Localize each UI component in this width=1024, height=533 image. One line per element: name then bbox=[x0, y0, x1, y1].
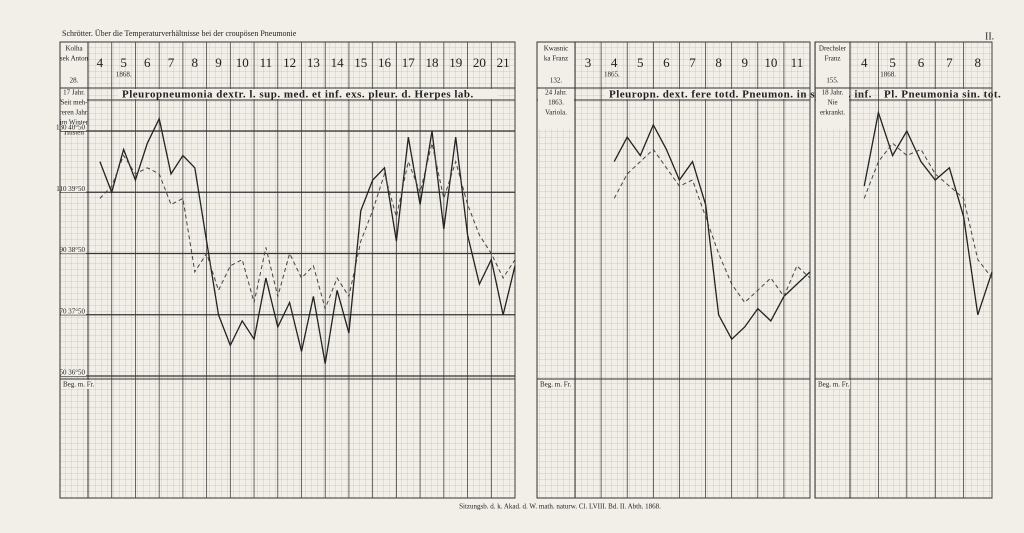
day-label: 15 bbox=[354, 55, 367, 70]
day-label: 11 bbox=[791, 55, 804, 70]
patient-label: 28. bbox=[70, 77, 79, 85]
day-label: 5 bbox=[120, 55, 127, 70]
day-label: 7 bbox=[689, 55, 696, 70]
patient-info: Husten bbox=[64, 129, 84, 137]
day-label: 7 bbox=[946, 55, 953, 70]
label-box bbox=[61, 43, 87, 87]
y-tick-label: 90 38°50 bbox=[59, 246, 85, 254]
patient-label: ka Franz bbox=[544, 55, 568, 63]
patient-label: Franz bbox=[825, 55, 841, 63]
day-label: 5 bbox=[889, 55, 896, 70]
patient-label: sek Anton bbox=[60, 55, 89, 63]
day-label: 6 bbox=[918, 55, 925, 70]
running-title: Schrötter. Über die Temperaturverhältnis… bbox=[62, 29, 297, 38]
patient-info: 1863. bbox=[548, 99, 564, 107]
patient-info: im Winter bbox=[60, 119, 89, 127]
tick-bg bbox=[61, 185, 86, 193]
day-label: 4 bbox=[861, 55, 868, 70]
day-label: 13 bbox=[307, 55, 320, 70]
note-label: Beg. m. Fr. bbox=[818, 381, 850, 389]
y-tick-label: 50 36°50 bbox=[59, 369, 85, 377]
day-label: 7 bbox=[168, 55, 175, 70]
temperature-line bbox=[613, 123, 811, 341]
temperature-line bbox=[99, 116, 516, 364]
day-label: 6 bbox=[663, 55, 670, 70]
patient-info: Seit meh- bbox=[60, 99, 88, 107]
day-label: 10 bbox=[236, 55, 249, 70]
patient-info: erkrankt. bbox=[820, 109, 845, 117]
year-label: 1865. bbox=[604, 71, 620, 79]
y-tick-label: 110 39°50 bbox=[56, 185, 85, 193]
y-tick-label: 70 37°50 bbox=[59, 307, 85, 315]
day-label: 17 bbox=[402, 55, 416, 70]
day-label: 9 bbox=[215, 55, 222, 70]
temperature-line bbox=[613, 148, 811, 304]
diagnosis: Pl. Pneumonia sin. tot. bbox=[884, 89, 1001, 101]
day-label: 14 bbox=[331, 55, 345, 70]
footer: Sitzungsb. d. k. Akad. d. W. math. natur… bbox=[459, 503, 661, 511]
patient-label: Kolha bbox=[65, 45, 83, 53]
patient-info: 18 Jahr. bbox=[822, 89, 844, 97]
day-label: 6 bbox=[144, 55, 151, 70]
info-box bbox=[816, 89, 849, 129]
grid-area bbox=[536, 41, 811, 499]
day-label: 8 bbox=[192, 55, 199, 70]
patient-label: Drechsler bbox=[819, 45, 847, 53]
temperature-line bbox=[863, 110, 993, 316]
day-label: 16 bbox=[378, 55, 392, 70]
day-label: 8 bbox=[975, 55, 982, 70]
day-label: 20 bbox=[473, 55, 486, 70]
title-band bbox=[118, 89, 498, 99]
title-band bbox=[880, 89, 982, 99]
year-label: 1868. bbox=[880, 71, 896, 79]
day-label: 11 bbox=[260, 55, 273, 70]
patient-label: Kwasnic bbox=[544, 45, 569, 53]
day-label: 19 bbox=[449, 55, 462, 70]
info-box bbox=[61, 89, 87, 129]
plate-number: II. bbox=[985, 31, 994, 42]
day-label: 9 bbox=[741, 55, 748, 70]
note-bg bbox=[816, 380, 850, 389]
day-label: 3 bbox=[585, 55, 592, 70]
grid-area bbox=[59, 41, 516, 499]
day-label: 5 bbox=[637, 55, 644, 70]
diagnosis: Pleuropneumonia dextr. l. sup. med. et i… bbox=[122, 89, 474, 101]
patient-info: 24 Jahr. bbox=[545, 89, 567, 97]
info-box bbox=[538, 89, 574, 129]
day-label: 12 bbox=[283, 55, 296, 70]
title-band bbox=[605, 89, 800, 99]
note-label: Beg. m. Fr. bbox=[63, 381, 95, 389]
tick-bg bbox=[61, 246, 86, 254]
note-bg bbox=[61, 380, 95, 389]
day-label: 21 bbox=[497, 55, 510, 70]
diagnosis: Pleuropn. dext. fere totd. Pneumon. in s… bbox=[609, 89, 872, 101]
temperature-line bbox=[863, 142, 993, 279]
tick-bg bbox=[61, 369, 86, 376]
tick-bg bbox=[61, 307, 86, 315]
note-label: Beg. m. Fr. bbox=[540, 381, 572, 389]
day-label: 10 bbox=[764, 55, 777, 70]
year-label: 1868. bbox=[116, 71, 132, 79]
patient-label: 132. bbox=[550, 77, 563, 85]
day-label: 4 bbox=[97, 55, 104, 70]
tick-bg bbox=[61, 124, 86, 131]
label-box bbox=[538, 43, 574, 87]
y-tick-label: 130 40°50 bbox=[56, 124, 86, 132]
day-label: 4 bbox=[611, 55, 618, 70]
patient-info: reren Jahr. bbox=[59, 109, 88, 117]
patient-label: 155. bbox=[826, 77, 839, 85]
note-bg bbox=[538, 380, 572, 389]
patient-info: 17 Jahr. bbox=[63, 89, 85, 97]
patient-info: Variola. bbox=[545, 109, 567, 117]
day-label: 8 bbox=[715, 55, 722, 70]
label-box bbox=[816, 43, 849, 87]
day-label: 18 bbox=[425, 55, 438, 70]
patient-info: Nie bbox=[827, 99, 837, 107]
